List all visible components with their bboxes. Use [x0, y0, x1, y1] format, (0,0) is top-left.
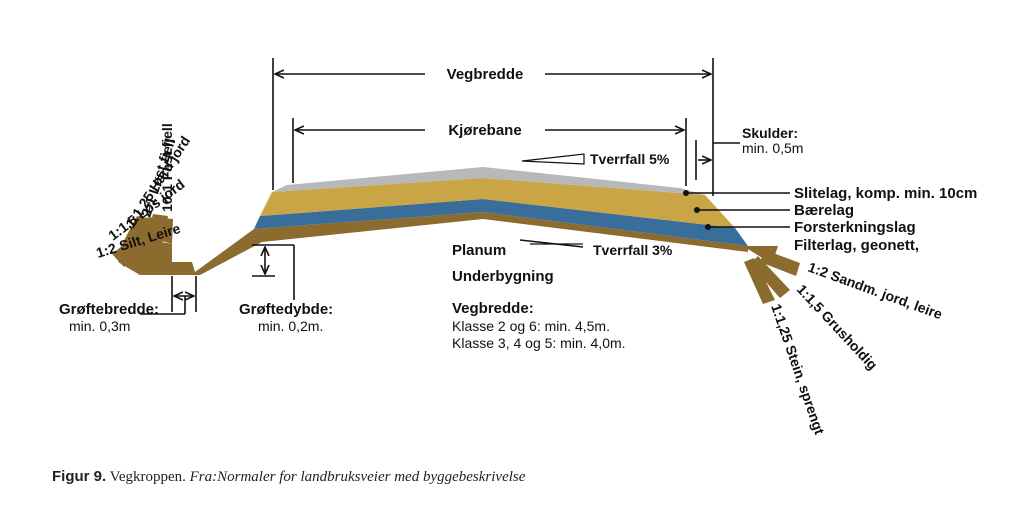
vegbredde-klasse-3-4-5: Klasse 3, 4 og 5: min. 4,0m. — [452, 335, 626, 351]
kjorebane-label: Kjørebane — [448, 122, 521, 139]
planum-label: Planum — [452, 242, 506, 259]
forsterkningslag-layer — [254, 199, 748, 246]
tverrfall-markers — [519, 153, 585, 248]
baerelag-layer — [260, 178, 735, 228]
figure-caption: Figur 9. Vegkroppen. Fra:Normaler for la… — [52, 468, 526, 485]
skulder-min: min. 0,5m — [742, 140, 803, 156]
groftedybde-title: Grøftedybde: — [239, 301, 333, 318]
caption-source: Fra:Normaler for landbruksveier med bygg… — [189, 469, 526, 485]
left-slope-fan — [112, 214, 173, 275]
underbygning-layer — [170, 212, 748, 275]
left-slope-label: 10:1 Fast fjell — [159, 123, 175, 212]
groftebredde-min: min. 0,3m — [69, 318, 130, 334]
right-slope-fan — [743, 246, 800, 304]
baerelag-label: Bærelag — [794, 202, 854, 219]
slope-arrow-shaft — [760, 250, 800, 276]
caption-figure-number: Figur 9. — [52, 468, 106, 485]
caption-title: Vegkroppen. — [110, 469, 186, 485]
filterlag-label: Filterlag, geonett, — [794, 237, 919, 254]
right-slope-label: 1:1,25 Stein, sprengt — [768, 302, 828, 437]
groftedybde-min: min. 0,2m. — [258, 318, 323, 334]
layer-leaders — [683, 190, 790, 230]
vegbredde-klasse-2-6: Klasse 2 og 6: min. 4,5m. — [452, 318, 610, 334]
underbygning-label: Underbygning — [452, 268, 554, 285]
dimension-lines — [140, 58, 740, 315]
slope-arrow-shaft — [744, 258, 775, 304]
vegbredde-label: Vegbredde — [447, 66, 524, 83]
vegbredde-classes-title: Vegbredde: — [452, 300, 534, 317]
tverrfall-top-label: Tverrfall 5% — [590, 151, 670, 167]
slope-arrow-shaft — [750, 256, 790, 298]
slitelag-layer — [272, 167, 705, 195]
forsterkningslag-label: Forsterkningslag — [794, 219, 916, 236]
groftebredde-title: Grøftebredde: — [59, 301, 159, 318]
skulder-title: Skulder: — [742, 125, 798, 141]
slope-wedge — [158, 218, 173, 244]
road-body — [170, 167, 748, 275]
slope-wedge — [118, 240, 172, 275]
slitelag-label: Slitelag, komp. min. 10cm — [794, 185, 977, 202]
tverrfall-bottom-label: Tverrfall 3% — [593, 242, 673, 258]
